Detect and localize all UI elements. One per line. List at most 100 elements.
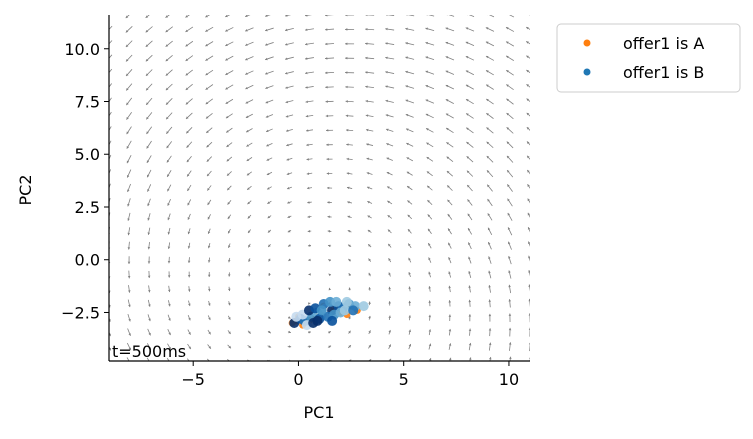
flow-arrowhead bbox=[127, 276, 131, 279]
flow-arrowhead bbox=[448, 357, 452, 361]
flow-arrowhead bbox=[506, 41, 509, 44]
flow-arrowhead bbox=[326, 143, 329, 147]
flow-arrowhead bbox=[266, 158, 270, 161]
flow-arrowhead bbox=[368, 344, 371, 348]
flow-arrowhead bbox=[468, 228, 471, 231]
flow-arrowhead bbox=[526, 141, 530, 144]
flow-arrowhead bbox=[509, 356, 512, 360]
flow-arrowhead bbox=[267, 302, 271, 305]
flow-arrowhead bbox=[365, 27, 368, 31]
flow-arrowhead bbox=[146, 145, 149, 149]
flow-arrowhead bbox=[127, 203, 130, 207]
flow-arrowhead bbox=[326, 172, 330, 175]
flow-arrowhead bbox=[466, 170, 470, 174]
flow-arrowhead bbox=[127, 247, 131, 250]
scatter-points bbox=[288, 296, 369, 331]
point-offer1-b bbox=[348, 305, 359, 316]
flow-arrowhead bbox=[285, 100, 289, 104]
flow-arrowhead bbox=[527, 198, 530, 202]
flow-arrowhead bbox=[106, 74, 108, 77]
flow-arrowhead bbox=[325, 71, 328, 75]
flow-arrow bbox=[109, 169, 112, 175]
flow-arrowhead bbox=[348, 330, 351, 334]
flow-arrowhead bbox=[387, 215, 391, 218]
flow-arrowhead bbox=[345, 15, 348, 17]
flow-arrowhead bbox=[245, 72, 248, 75]
flow-arrowhead bbox=[288, 244, 291, 247]
flow-arrowhead bbox=[226, 144, 230, 147]
flow-arrowhead bbox=[445, 27, 449, 30]
flow-arrowhead bbox=[308, 345, 312, 348]
flow-arrowhead bbox=[288, 345, 292, 348]
flow-arrowhead bbox=[448, 328, 452, 332]
flow-arrowhead bbox=[109, 362, 111, 365]
flow-arrowhead bbox=[447, 185, 450, 188]
flow-arrowhead bbox=[408, 243, 411, 247]
flow-arrowhead bbox=[306, 129, 309, 132]
flow-arrow bbox=[109, 68, 113, 74]
flow-arrowhead bbox=[168, 303, 171, 307]
flow-arrowhead bbox=[428, 243, 431, 246]
flow-arrowhead bbox=[529, 357, 530, 359]
flow-arrowhead bbox=[426, 157, 430, 160]
flow-arrowhead bbox=[167, 188, 170, 192]
flow-arrowhead bbox=[207, 202, 210, 205]
flow-arrowhead bbox=[246, 144, 249, 147]
flow-arrowhead bbox=[386, 128, 389, 132]
flow-arrowhead bbox=[365, 15, 368, 17]
flow-arrowhead bbox=[365, 114, 369, 117]
flow-arrowhead bbox=[325, 15, 328, 17]
flow-arrowhead bbox=[506, 27, 509, 30]
flow-arrowhead bbox=[366, 128, 369, 132]
flow-arrowhead bbox=[148, 332, 151, 336]
flow-arrowhead bbox=[506, 98, 509, 102]
flow-arrowhead bbox=[325, 114, 329, 118]
flow-arrowhead bbox=[207, 173, 210, 177]
flow-arrowhead bbox=[146, 116, 149, 120]
flow-arrowhead bbox=[487, 198, 490, 202]
flow-arrowhead bbox=[186, 145, 190, 148]
flow-arrowhead bbox=[486, 127, 489, 130]
flow-arrowhead bbox=[345, 42, 348, 46]
flow-arrowhead bbox=[407, 214, 411, 218]
flow-arrowhead bbox=[448, 285, 451, 289]
flow-arrowhead bbox=[126, 146, 130, 149]
flow-arrowhead bbox=[428, 286, 431, 289]
flow-arrowhead bbox=[325, 85, 328, 89]
flow-arrowhead bbox=[127, 290, 131, 293]
flow-arrowhead bbox=[305, 86, 308, 89]
flow-arrowhead bbox=[187, 188, 190, 191]
flow-arrowhead bbox=[465, 27, 469, 30]
flow-arrowhead bbox=[448, 300, 452, 303]
flow-arrow bbox=[109, 111, 112, 117]
flow-arrowhead bbox=[225, 72, 228, 75]
flow-arrowhead bbox=[347, 201, 350, 204]
flow-arrowhead bbox=[465, 84, 469, 88]
flow-arrowhead bbox=[448, 271, 451, 274]
flow-arrowhead bbox=[465, 41, 469, 45]
flow-arrowhead bbox=[225, 15, 228, 18]
flow-arrowhead bbox=[265, 86, 268, 90]
flow-arrowhead bbox=[226, 130, 229, 133]
flow-arrowhead bbox=[506, 113, 510, 116]
flow-arrowhead bbox=[109, 347, 112, 351]
flow-arrow bbox=[109, 83, 113, 88]
flow-arrowhead bbox=[147, 217, 150, 221]
flow-arrowhead bbox=[265, 115, 269, 118]
flow-arrowhead bbox=[527, 241, 530, 245]
flow-arrowhead bbox=[445, 113, 449, 116]
flow-arrowhead bbox=[448, 314, 452, 317]
flow-arrowhead bbox=[187, 246, 191, 249]
flow-arrowhead bbox=[468, 342, 472, 346]
flow-arrowhead bbox=[247, 201, 250, 205]
flow-arrowhead bbox=[185, 44, 189, 47]
flow-arrowhead bbox=[528, 313, 530, 316]
flow-arrowhead bbox=[508, 327, 512, 331]
flow-arrowhead bbox=[528, 284, 530, 287]
flow-arrowhead bbox=[488, 256, 491, 259]
flow-arrowhead bbox=[408, 344, 412, 347]
flow-arrowhead bbox=[385, 85, 388, 88]
flow-arrowhead bbox=[306, 172, 310, 175]
flow-arrowhead bbox=[165, 73, 169, 76]
y-ticks: −2.5 0.0 2.5 5.0 7.5 10.0 bbox=[61, 40, 109, 322]
